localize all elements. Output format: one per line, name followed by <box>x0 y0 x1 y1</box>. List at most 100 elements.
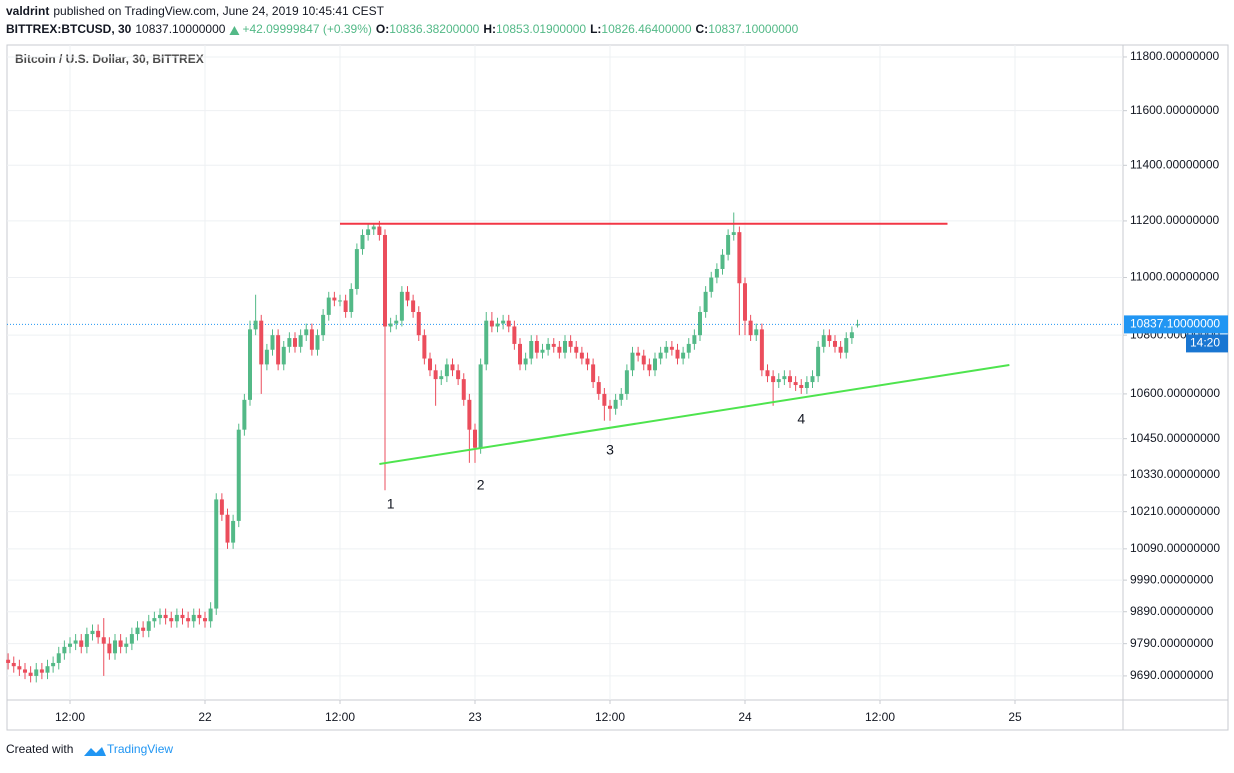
candle-body <box>73 640 78 644</box>
candle-body <box>686 343 691 353</box>
y-tick-label: 10210.00000000 <box>1130 504 1220 518</box>
candle-body <box>534 341 539 353</box>
x-tick-label: 23 <box>468 710 482 724</box>
candle-body <box>107 643 112 654</box>
candle-body <box>551 343 556 347</box>
countdown-box <box>1186 334 1228 353</box>
candle-body <box>478 364 483 448</box>
candle-body <box>321 314 326 336</box>
candle-body <box>377 226 382 235</box>
candle-body <box>608 405 612 409</box>
candle-body <box>456 370 461 380</box>
y-tick-label: 11200.00000000 <box>1130 213 1220 227</box>
candle-body <box>630 352 635 371</box>
candle-body <box>399 291 404 321</box>
candle-body <box>371 226 376 230</box>
candle-body <box>613 399 618 409</box>
candle-body <box>23 669 27 673</box>
candle-body <box>692 335 697 344</box>
ohlc-label: O: <box>376 22 389 36</box>
candle-body <box>602 393 607 406</box>
y-tick-label: 11000.00000000 <box>1130 270 1220 284</box>
candle-body <box>208 608 213 622</box>
candle-body <box>214 499 219 609</box>
ohlc-value: 10853.01900000 <box>496 22 586 36</box>
candle-body <box>765 370 770 377</box>
candle-body <box>591 364 596 383</box>
candle-body <box>388 323 393 327</box>
ohlc-value: 10836.38200000 <box>389 22 479 36</box>
candle-body <box>489 320 494 327</box>
candle-body <box>394 320 399 324</box>
candle-body <box>366 229 371 235</box>
candle-body <box>276 335 281 365</box>
candle-body <box>574 346 579 353</box>
candle-body <box>326 297 331 315</box>
y-tick-label: 11800.00000000 <box>1130 49 1220 63</box>
candle-body <box>743 283 747 321</box>
candle-body <box>416 311 421 336</box>
candle-body <box>90 630 95 635</box>
candle-body <box>158 614 162 619</box>
candle-body <box>585 358 590 365</box>
y-tick-label: 10330.00000000 <box>1130 467 1220 481</box>
y-tick-label: 9790.00000000 <box>1130 636 1214 650</box>
candle-body <box>68 643 72 647</box>
candle-body <box>264 349 269 365</box>
candle-body <box>681 352 686 359</box>
x-tick-label: 12:00 <box>865 710 895 724</box>
candle-body <box>191 614 196 622</box>
x-tick-label: 12:00 <box>325 710 355 724</box>
chart-frame <box>6 44 1229 731</box>
candle-body <box>287 338 292 347</box>
candle-body <box>343 300 348 312</box>
candle-body <box>298 335 303 347</box>
candle-body <box>180 614 185 619</box>
author: valdrint <box>6 4 49 18</box>
candle-body <box>833 341 837 347</box>
candle-body <box>439 376 444 380</box>
candle-body <box>174 614 179 622</box>
candle-body <box>118 640 123 647</box>
y-tick-label: 9890.00000000 <box>1130 604 1214 618</box>
candle-body <box>759 329 764 371</box>
candle-body <box>546 343 551 350</box>
annotation: 4 <box>797 411 805 427</box>
candle-body <box>799 385 804 388</box>
candle-body <box>698 311 702 336</box>
candle-body <box>422 335 427 359</box>
y-tick-label: 11400.00000000 <box>1130 157 1220 171</box>
candle-body <box>62 646 67 654</box>
candle-body <box>495 323 500 327</box>
candle-body <box>675 349 680 359</box>
candle-body <box>568 341 573 347</box>
x-tick-label: 12:00 <box>55 710 85 724</box>
candle-body <box>248 329 252 400</box>
candle-body <box>579 352 584 359</box>
candle-body <box>838 346 843 353</box>
candle-body <box>703 291 708 312</box>
symbol: BITTREX:BTCUSD, 30 <box>6 22 132 36</box>
candle-body <box>17 666 22 670</box>
candle-body <box>231 520 236 543</box>
candle-body <box>169 618 174 622</box>
candle-body <box>242 399 247 430</box>
candle-body <box>101 637 106 644</box>
grid <box>7 45 1123 700</box>
annotation: 3 <box>606 442 614 458</box>
footer-brand: TradingView <box>107 742 173 756</box>
change: +42.09999847 (+0.39%) <box>242 22 371 36</box>
candle-body <box>529 341 534 359</box>
candle-body <box>270 335 275 350</box>
candle-body <box>360 234 365 250</box>
candle-body <box>11 662 16 667</box>
candle-body <box>135 627 140 635</box>
candle-body <box>754 329 759 336</box>
candle-body <box>669 346 674 350</box>
candle-body <box>6 659 11 663</box>
candle-body <box>236 429 241 521</box>
candle-body <box>523 358 528 365</box>
candle-body <box>51 662 56 667</box>
candle-body <box>433 370 438 380</box>
candle-body <box>293 338 297 347</box>
